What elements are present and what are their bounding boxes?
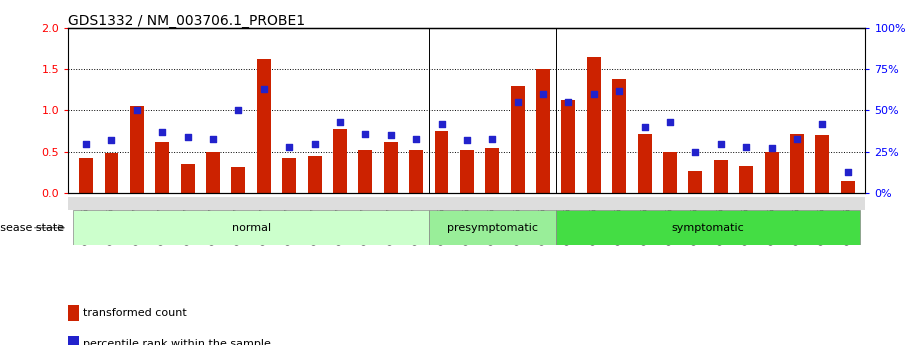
Bar xyxy=(155,142,169,193)
Point xyxy=(206,136,220,141)
Bar xyxy=(79,158,93,193)
Bar xyxy=(486,148,499,193)
Bar xyxy=(638,134,651,193)
Bar xyxy=(429,210,556,245)
Point xyxy=(384,132,398,138)
Point xyxy=(307,141,322,146)
Text: normal: normal xyxy=(231,223,271,233)
Point xyxy=(790,136,804,141)
Bar xyxy=(435,131,448,193)
Text: GDS1332 / NM_003706.1_PROBE1: GDS1332 / NM_003706.1_PROBE1 xyxy=(68,14,305,28)
Point xyxy=(333,119,347,125)
Bar xyxy=(612,79,626,193)
Point xyxy=(536,91,550,97)
Bar xyxy=(561,100,576,193)
Point xyxy=(358,131,373,136)
Bar xyxy=(105,154,118,193)
Bar xyxy=(206,152,220,193)
Bar xyxy=(841,181,855,193)
Bar xyxy=(257,59,271,193)
Bar xyxy=(333,129,347,193)
Bar xyxy=(663,152,677,193)
Point xyxy=(79,141,94,146)
Bar xyxy=(511,86,525,193)
Point xyxy=(815,121,830,126)
Point xyxy=(612,88,627,93)
Point xyxy=(561,99,576,105)
Bar xyxy=(536,69,550,193)
Bar xyxy=(764,152,779,193)
Point xyxy=(739,144,753,150)
Point xyxy=(510,99,525,105)
Point xyxy=(638,124,652,130)
Point xyxy=(587,91,601,97)
Bar xyxy=(282,158,296,193)
Bar xyxy=(713,160,728,193)
Text: presymptomatic: presymptomatic xyxy=(446,223,537,233)
Bar xyxy=(790,134,804,193)
Point xyxy=(485,136,499,141)
Bar xyxy=(130,106,144,193)
Bar xyxy=(358,150,373,193)
Bar xyxy=(587,57,600,193)
Text: symptomatic: symptomatic xyxy=(671,223,744,233)
Point xyxy=(104,137,118,143)
Point xyxy=(281,144,296,150)
Bar xyxy=(739,166,753,193)
Point xyxy=(459,137,474,143)
Point xyxy=(688,149,702,155)
Bar xyxy=(556,210,860,245)
Text: transformed count: transformed count xyxy=(83,308,187,318)
Point xyxy=(180,134,195,140)
Bar xyxy=(74,210,429,245)
Point xyxy=(409,136,424,141)
Point xyxy=(435,121,449,126)
Bar xyxy=(231,167,245,193)
Bar xyxy=(308,156,322,193)
Point xyxy=(257,86,271,92)
Bar xyxy=(180,164,195,193)
Bar xyxy=(815,135,829,193)
Bar xyxy=(460,150,474,193)
Bar xyxy=(384,142,398,193)
Point xyxy=(155,129,169,135)
Point xyxy=(231,108,246,113)
Bar xyxy=(409,150,423,193)
Point xyxy=(840,169,855,175)
Point xyxy=(129,108,144,113)
Point xyxy=(662,119,677,125)
Point xyxy=(713,141,728,146)
Bar xyxy=(689,171,702,193)
Text: percentile rank within the sample: percentile rank within the sample xyxy=(83,339,271,345)
Point xyxy=(764,146,779,151)
Text: disease state: disease state xyxy=(0,223,64,233)
